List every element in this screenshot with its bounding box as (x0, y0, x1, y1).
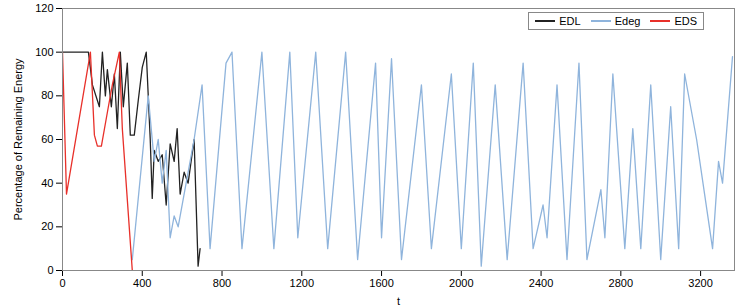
svg-text:80: 80 (41, 89, 53, 101)
svg-text:120: 120 (35, 2, 53, 14)
svg-text:2800: 2800 (609, 277, 633, 289)
html-text:EDL: EDL (559, 15, 581, 27)
svg-text:60: 60 (41, 133, 53, 145)
svg-text:800: 800 (213, 277, 231, 289)
html-text:Edeg: Edeg (614, 15, 641, 27)
svg-text:1200: 1200 (290, 277, 314, 289)
svg-text:0: 0 (59, 277, 65, 289)
svg-text:2400: 2400 (529, 277, 553, 289)
svg-text:20: 20 (41, 220, 53, 232)
svg-text:t: t (397, 295, 400, 307)
svg-text:100: 100 (35, 46, 53, 58)
svg-text:400: 400 (133, 277, 151, 289)
svg-text:40: 40 (41, 177, 53, 189)
html-text:EDS: EDS (674, 15, 697, 27)
svg-text:3200: 3200 (688, 277, 712, 289)
svg-text:2000: 2000 (449, 277, 473, 289)
svg-text:Percentage of Remaining Energy: Percentage of Remaining Energy (12, 58, 24, 221)
svg-text:0: 0 (47, 264, 53, 276)
svg-text:1600: 1600 (369, 277, 393, 289)
